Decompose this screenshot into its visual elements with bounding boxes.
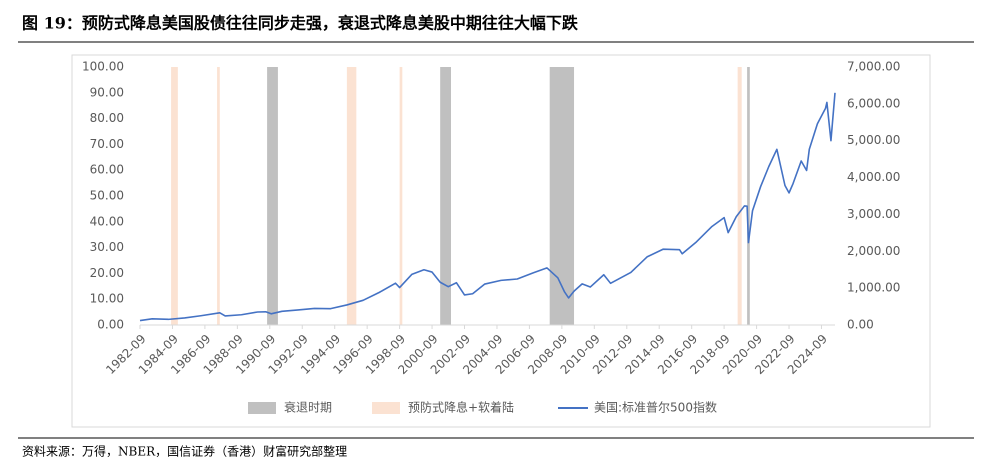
band <box>171 67 178 325</box>
line <box>139 92 836 322</box>
y-tick-label: 10.00 <box>90 292 124 306</box>
y2-tick-label: 2,000.00 <box>847 244 900 258</box>
legend-swatch <box>248 402 276 414</box>
figure-title: 图 19：预防式降息美国股债往往同步走强，衰退式降息美股中期往往大幅下跌 <box>22 14 579 33</box>
band <box>267 67 278 325</box>
band <box>346 67 357 325</box>
band <box>747 67 750 325</box>
y2-tick-label: 6,000.00 <box>847 96 900 110</box>
legend-label: 美国:标准普尔500指数 <box>594 400 717 415</box>
y2-tick-label: 0.00 <box>847 318 874 332</box>
band <box>217 67 220 325</box>
y-tick-label: 100.00 <box>82 60 124 74</box>
band <box>549 67 575 325</box>
y-tick-label: 30.00 <box>90 240 124 254</box>
legend-label: 预防式降息+软着陆 <box>408 400 514 415</box>
band <box>440 67 451 325</box>
y2-tick-label: 5,000.00 <box>847 133 900 147</box>
chart-frame <box>71 54 931 428</box>
legend-label: 衰退时期 <box>284 400 332 415</box>
band <box>737 67 742 325</box>
y-tick-label: 80.00 <box>90 111 124 125</box>
y2-tick-label: 1,000.00 <box>847 281 900 295</box>
legend-swatch <box>372 402 400 414</box>
y-tick-label: 50.00 <box>90 189 124 203</box>
y-tick-label: 40.00 <box>90 214 124 228</box>
y-tick-label: 20.00 <box>90 266 124 280</box>
y2-tick-label: 7,000.00 <box>847 60 900 74</box>
source-note: 资料来源：万得，NBER，国信证券（香港）财富研究部整理 <box>22 444 347 459</box>
y-tick-label: 70.00 <box>90 137 124 151</box>
y2-tick-label: 4,000.00 <box>847 170 900 184</box>
y-tick-label: 90.00 <box>90 85 124 99</box>
y-tick-label: 0.00 <box>97 318 124 332</box>
y-tick-label: 60.00 <box>90 163 124 177</box>
y2-tick-label: 3,000.00 <box>847 207 900 221</box>
band <box>399 67 403 325</box>
